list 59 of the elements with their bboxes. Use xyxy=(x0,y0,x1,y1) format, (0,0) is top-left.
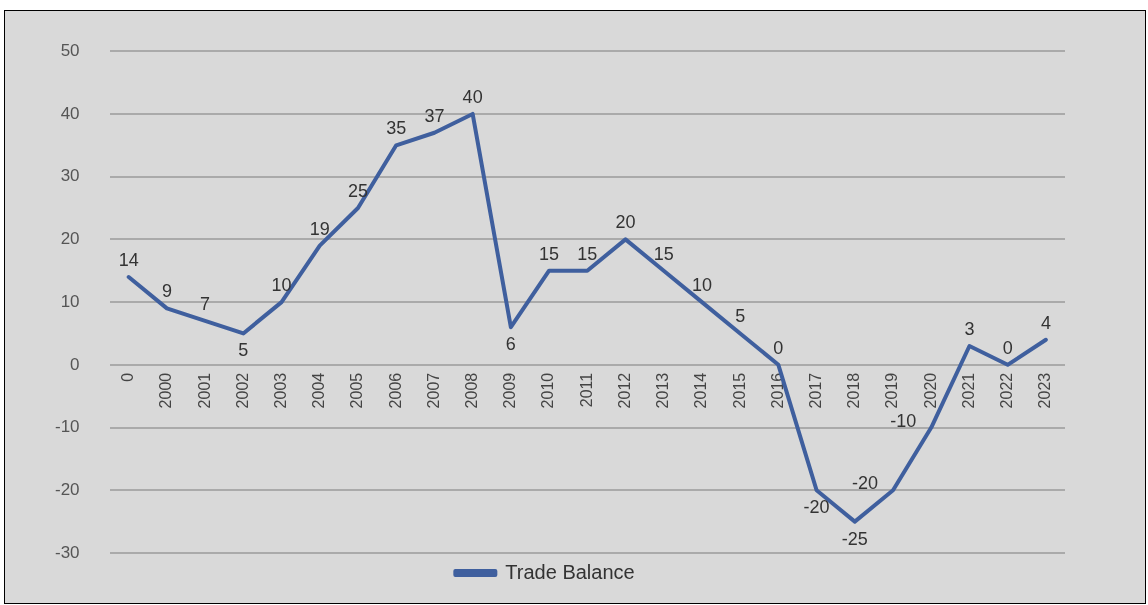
x-tick-label: 2021 xyxy=(959,372,977,409)
y-tick-label: -30 xyxy=(54,542,80,562)
data-label: 4 xyxy=(1040,312,1051,333)
data-label: -10 xyxy=(890,410,917,431)
data-label: 9 xyxy=(161,281,172,302)
data-label: 20 xyxy=(615,212,636,233)
x-tick-label: 2012 xyxy=(615,372,633,409)
x-tick-label: 2007 xyxy=(424,372,442,409)
data-label: 35 xyxy=(386,118,407,139)
x-tick-label: 2003 xyxy=(271,372,289,409)
x-tick-label: 2010 xyxy=(539,372,557,409)
x-tick-label: 2020 xyxy=(921,372,939,409)
y-tick-label: 30 xyxy=(60,166,80,186)
data-label: 14 xyxy=(118,249,139,270)
y-tick-label: 40 xyxy=(60,103,80,123)
x-tick-label: 2019 xyxy=(883,372,901,409)
data-label: 19 xyxy=(309,218,330,239)
data-label: 15 xyxy=(577,243,598,264)
x-tick-label: 2002 xyxy=(233,372,251,409)
data-label: 0 xyxy=(773,337,784,358)
data-label: 5 xyxy=(238,340,249,361)
x-tick-label: 2001 xyxy=(195,372,213,409)
data-label: 3 xyxy=(964,318,975,339)
x-tick-label: 2023 xyxy=(1036,372,1054,409)
x-tick-label: 2014 xyxy=(692,372,710,409)
y-tick-label: -20 xyxy=(54,479,80,499)
y-tick-label: -10 xyxy=(54,417,80,437)
x-tick-label: 0 xyxy=(119,372,137,382)
x-tick-label: 2013 xyxy=(654,372,672,409)
data-label: 25 xyxy=(347,180,368,201)
data-label: 7 xyxy=(200,293,211,314)
data-label: -20 xyxy=(852,473,879,494)
data-label: 15 xyxy=(653,243,674,264)
data-label: 10 xyxy=(271,275,292,296)
x-tick-label: 2015 xyxy=(730,372,748,409)
y-tick-label: 50 xyxy=(60,40,80,60)
data-label: 10 xyxy=(691,275,712,296)
x-tick-label: 2000 xyxy=(157,372,175,409)
data-label: 40 xyxy=(462,86,483,107)
x-tick-label: 2006 xyxy=(386,372,404,409)
data-label: 5 xyxy=(735,306,746,327)
x-tick-label: 2005 xyxy=(348,372,366,409)
data-label: -20 xyxy=(803,497,830,518)
data-label: 15 xyxy=(539,243,560,264)
y-tick-label: 0 xyxy=(70,354,80,374)
x-tick-label: 2018 xyxy=(845,372,863,409)
x-tick-label: 2022 xyxy=(998,372,1016,409)
y-tick-label: 10 xyxy=(60,291,80,311)
x-tick-label: 2008 xyxy=(463,372,481,409)
x-tick-label: 2009 xyxy=(501,372,519,409)
data-label: 37 xyxy=(424,105,445,126)
y-tick-label: 20 xyxy=(60,229,80,249)
x-tick-label: 2004 xyxy=(310,372,328,409)
x-tick-label: 2017 xyxy=(806,372,824,409)
data-label: 0 xyxy=(1002,337,1013,358)
data-label: 6 xyxy=(505,334,516,355)
x-tick-label: 2011 xyxy=(577,372,595,408)
data-label: -25 xyxy=(841,528,868,549)
legend-label: Trade Balance xyxy=(505,560,635,583)
